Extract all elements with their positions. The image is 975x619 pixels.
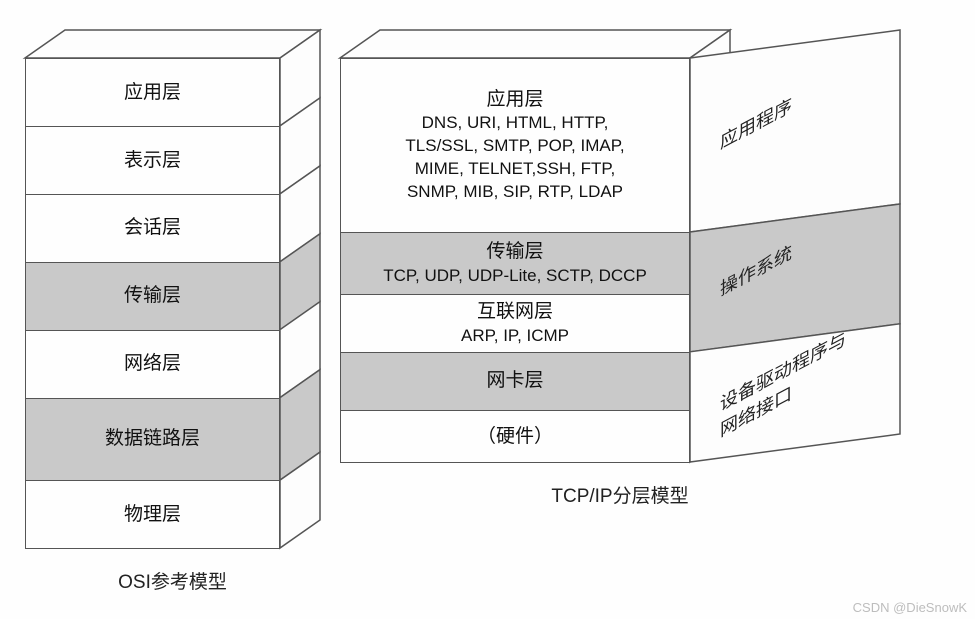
layer-title: 数据链路层 [105, 426, 200, 452]
tcpip-caption: TCP/IP分层模型 [340, 481, 900, 508]
tcpip-layer: 互联网层ARP, IP, ICMP [341, 294, 689, 352]
layer-title: 应用层 [486, 87, 543, 113]
osi-layer: 数据链路层 [26, 398, 279, 480]
layer-protocols: ARP, IP, ICMP [461, 325, 569, 348]
layer-title: 物理层 [124, 502, 181, 528]
osi-block: 应用层表示层会话层传输层网络层数据链路层物理层 OSI参考模型 [25, 30, 320, 594]
network-model-diagram: 应用层表示层会话层传输层网络层数据链路层物理层 OSI参考模型 应用层DNS, … [25, 30, 900, 594]
watermark: CSDN @DieSnowK [853, 600, 967, 615]
tcpip-layer: 网卡层 [341, 352, 689, 410]
layer-protocols: TCP, UDP, UDP-Lite, SCTP, DCCP [383, 265, 647, 288]
tcpip-stack: 应用层DNS, URI, HTML, HTTP,TLS/SSL, SMTP, P… [340, 58, 690, 463]
layer-protocols: DNS, URI, HTML, HTTP, [422, 112, 609, 135]
layer-title: 传输层 [124, 283, 181, 309]
layer-protocols: SNMP, MIB, SIP, RTP, LDAP [407, 181, 623, 204]
osi-layer: 网络层 [26, 330, 279, 398]
layer-title: 表示层 [124, 148, 181, 174]
osi-stack: 应用层表示层会话层传输层网络层数据链路层物理层 [25, 58, 280, 549]
layer-protocols: MIME, TELNET,SSH, FTP, [415, 158, 616, 181]
osi-layer: 表示层 [26, 126, 279, 194]
layer-title: 应用层 [124, 80, 181, 106]
tcpip-block: 应用层DNS, URI, HTML, HTTP,TLS/SSL, SMTP, P… [340, 30, 900, 594]
osi-top-face [25, 30, 322, 60]
osi-layer: 会话层 [26, 194, 279, 262]
osi-caption: OSI参考模型 [25, 567, 320, 594]
layer-title: 会话层 [124, 215, 181, 241]
osi-layer: 传输层 [26, 262, 279, 330]
tcpip-layer: 应用层DNS, URI, HTML, HTTP,TLS/SSL, SMTP, P… [341, 58, 689, 232]
layer-title: 网络层 [124, 351, 181, 377]
osi-layer: 应用层 [26, 58, 279, 126]
osi-side-face [280, 30, 322, 550]
osi-layer: 物理层 [26, 480, 279, 548]
tcpip-layer: 传输层TCP, UDP, UDP-Lite, SCTP, DCCP [341, 232, 689, 294]
layer-protocols: TLS/SSL, SMTP, POP, IMAP, [405, 135, 624, 158]
tcpip-layer: （硬件） [341, 410, 689, 462]
layer-title: 传输层 [486, 239, 543, 265]
layer-title: 网卡层 [486, 368, 543, 394]
layer-title: 互联网层 [477, 299, 553, 325]
layer-title: （硬件） [477, 424, 553, 450]
